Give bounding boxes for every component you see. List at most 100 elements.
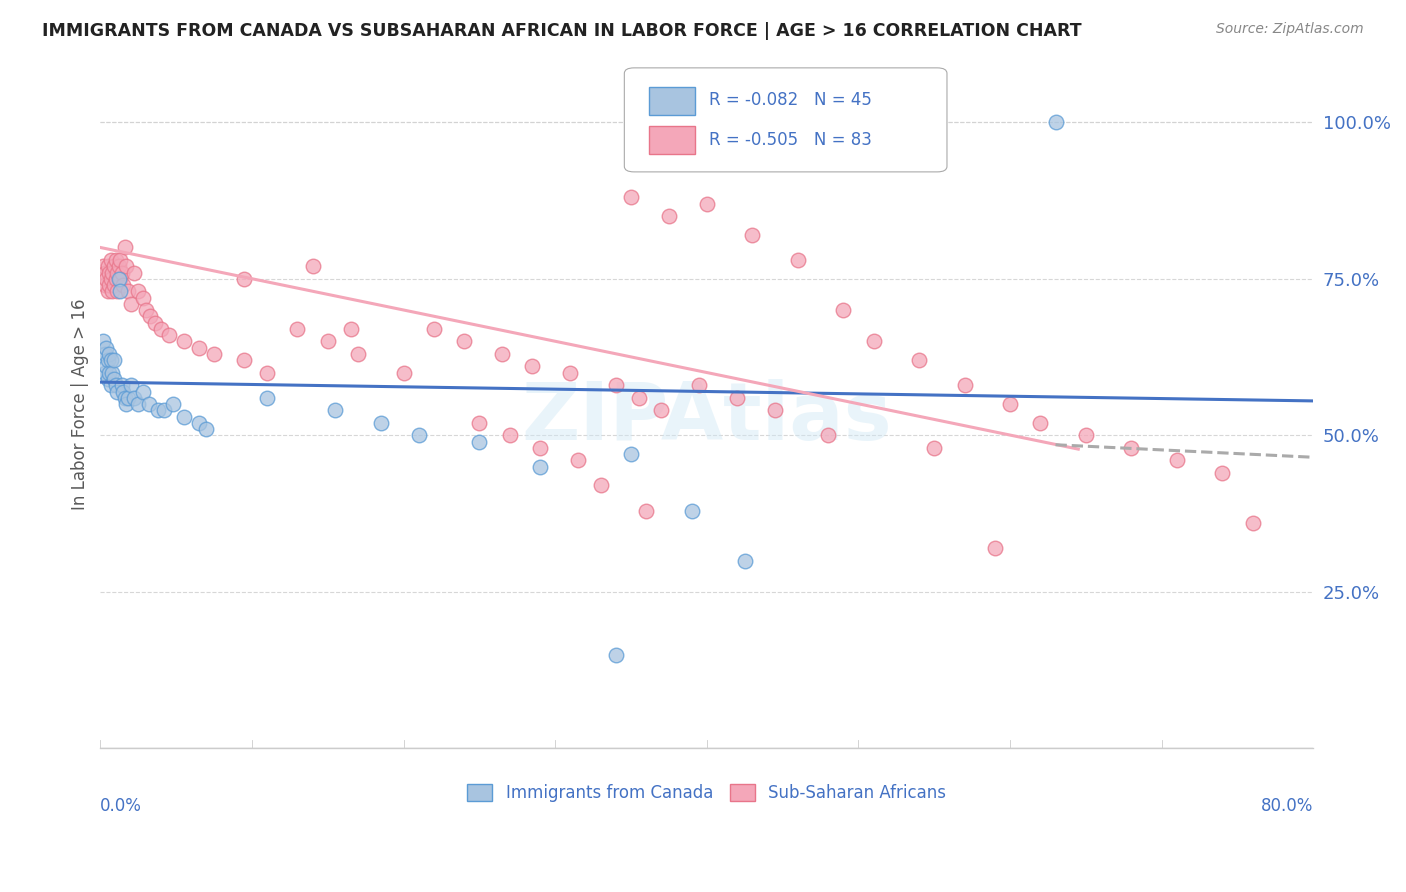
Point [862,334,884,349]
Point [94,366,117,380]
Point [1121,441,1143,455]
Point [658,209,681,223]
Point [408,428,430,442]
Point [468,434,491,449]
Point [114,240,136,254]
Point [100,252,122,267]
Point [636,503,658,517]
Point [107,260,129,274]
Point [96,272,118,286]
Point [103,278,125,293]
Point [605,648,627,662]
Point [287,322,309,336]
Point [627,391,650,405]
Point [696,196,718,211]
Point [101,266,124,280]
Point [98,266,121,280]
Point [187,341,209,355]
Point [108,272,131,286]
Text: ZIPAtlas: ZIPAtlas [522,379,893,457]
Point [734,553,756,567]
Point [162,397,184,411]
Point [325,403,347,417]
Point [650,403,672,417]
Point [112,278,135,293]
Point [620,190,643,204]
Point [173,334,195,349]
Point [103,260,125,274]
Point [117,285,139,299]
Point [114,391,136,405]
Point [423,322,446,336]
FancyBboxPatch shape [648,87,695,115]
Point [96,359,118,374]
Point [491,347,513,361]
Point [741,227,763,242]
Point [233,353,256,368]
Point [94,278,117,293]
Point [97,372,120,386]
Point [560,366,582,380]
Point [1045,115,1067,129]
Point [110,378,132,392]
Point [100,353,122,368]
Point [1211,466,1233,480]
Point [103,353,125,368]
Point [256,366,278,380]
FancyBboxPatch shape [648,127,695,154]
Point [97,285,120,299]
Point [104,378,127,392]
Point [143,316,166,330]
Point [620,447,643,461]
Point [139,310,162,324]
Point [107,272,129,286]
Point [132,384,155,399]
Point [98,278,121,293]
Point [135,303,157,318]
Point [105,285,128,299]
Y-axis label: In Labor Force | Age > 16: In Labor Force | Age > 16 [72,298,89,510]
Point [522,359,544,374]
Point [233,272,256,286]
Point [984,541,1007,555]
Point [115,260,138,274]
Point [301,260,323,274]
Point [908,353,931,368]
Point [153,403,176,417]
Point [605,378,627,392]
Point [146,403,169,417]
Point [173,409,195,424]
Point [127,397,149,411]
Point [103,372,125,386]
Point [1166,453,1188,467]
Point [94,347,117,361]
Point [187,416,209,430]
Text: R = -0.505   N = 83: R = -0.505 N = 83 [709,131,872,149]
Point [115,397,138,411]
FancyBboxPatch shape [624,68,948,172]
Point [786,252,808,267]
Point [104,272,127,286]
Point [100,272,122,286]
Point [529,459,551,474]
Point [138,397,160,411]
Point [453,334,475,349]
Point [96,341,118,355]
Point [108,252,131,267]
Point [817,428,839,442]
Point [112,384,135,399]
Text: 0.0%: 0.0% [100,797,142,814]
Point [97,260,120,274]
Point [1029,416,1052,430]
Text: R = -0.082   N = 45: R = -0.082 N = 45 [709,91,872,109]
Point [98,347,121,361]
Point [132,291,155,305]
Point [953,378,976,392]
Point [101,366,124,380]
Point [150,322,173,336]
Point [763,403,786,417]
Text: IMMIGRANTS FROM CANADA VS SUBSAHARAN AFRICAN IN LABOR FORCE | AGE > 16 CORRELATI: IMMIGRANTS FROM CANADA VS SUBSAHARAN AFR… [42,22,1081,40]
Point [108,285,131,299]
Point [567,453,589,467]
Point [97,353,120,368]
